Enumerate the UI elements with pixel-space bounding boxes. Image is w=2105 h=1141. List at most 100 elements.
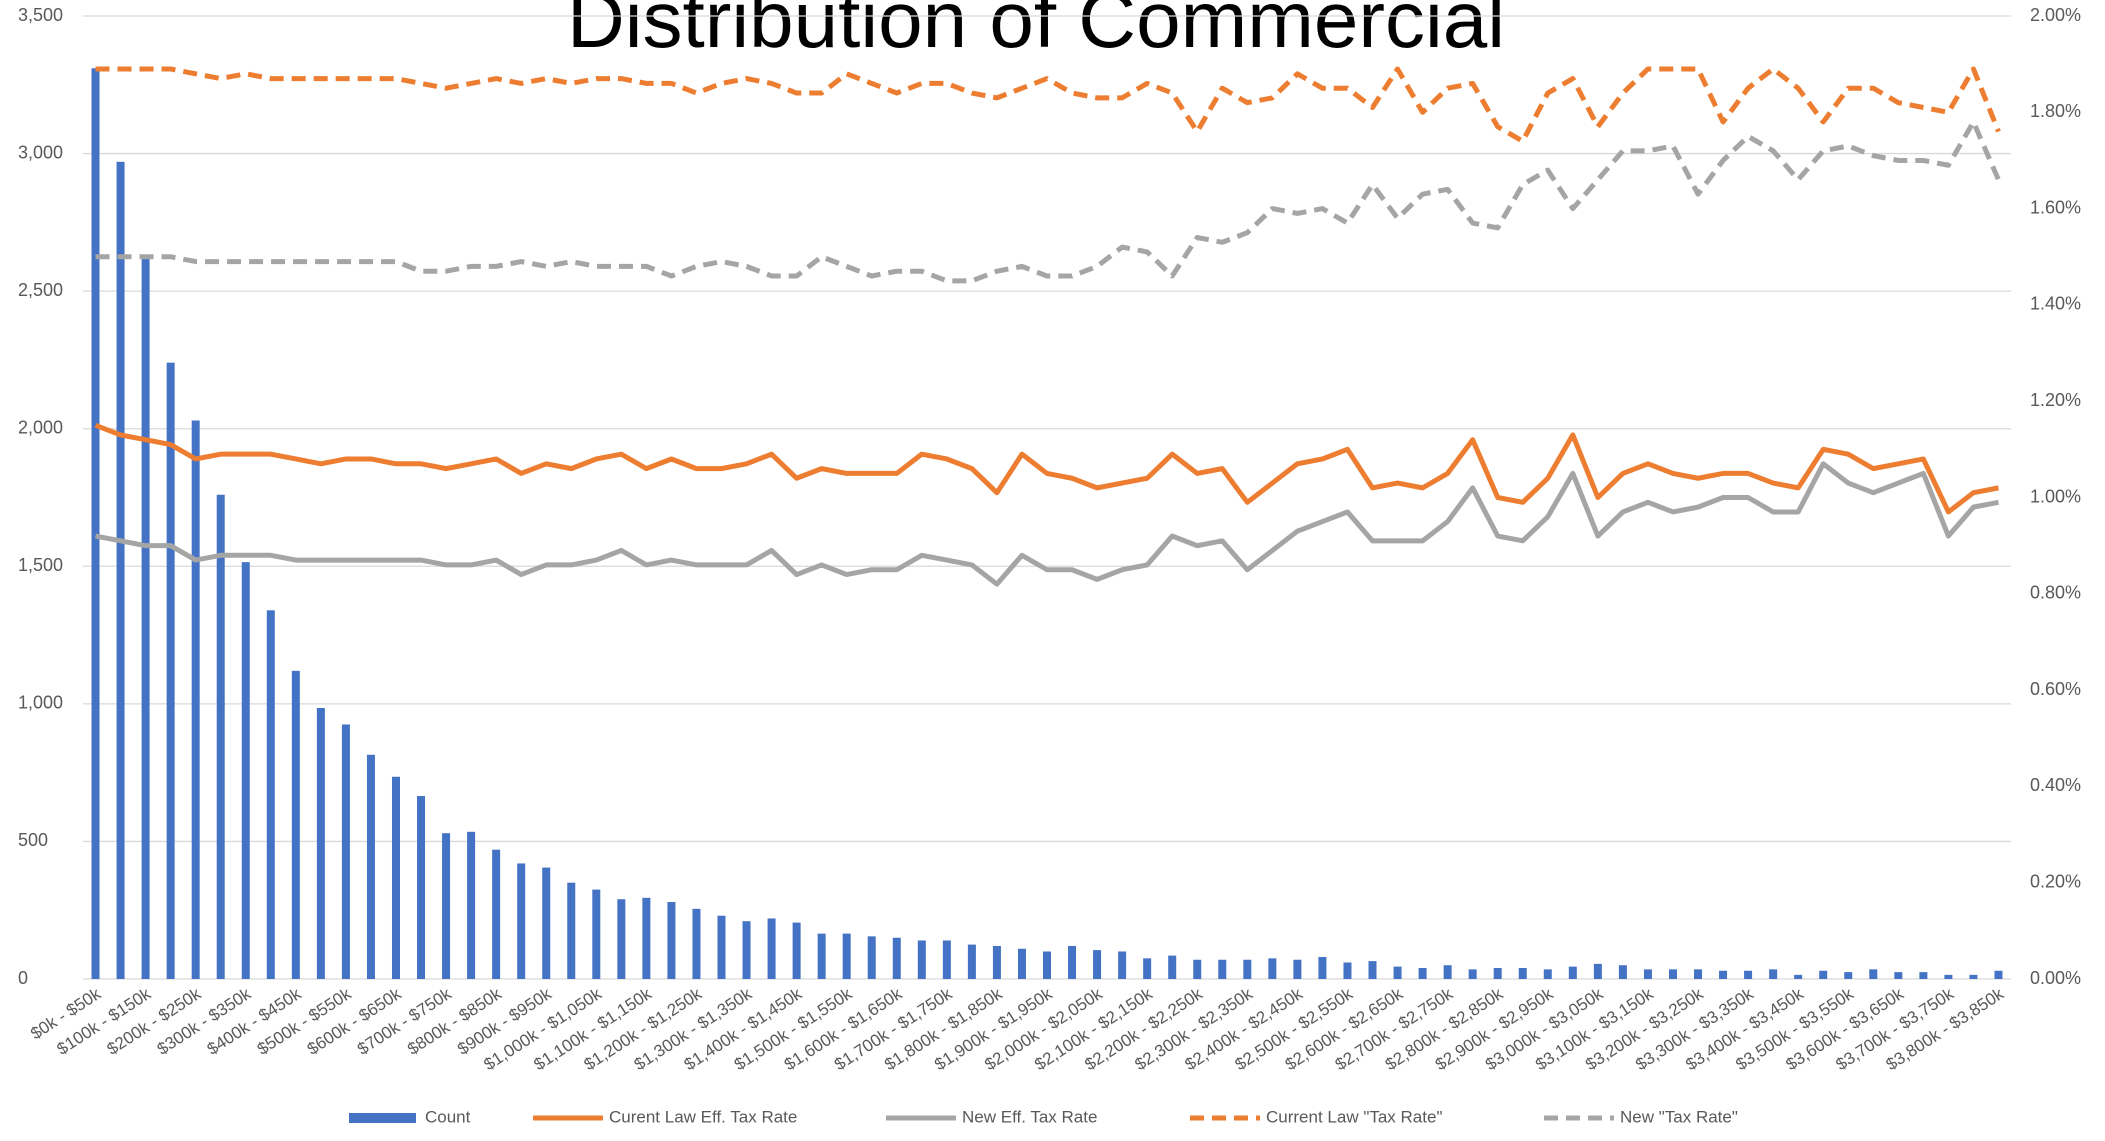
bar bbox=[141, 258, 150, 979]
bar bbox=[1418, 967, 1427, 979]
legend-label: Curent Law Eff. Tax Rate bbox=[609, 1107, 797, 1126]
line bbox=[94, 422, 1999, 515]
bar bbox=[1518, 967, 1527, 979]
bar bbox=[517, 863, 526, 979]
bar bbox=[1643, 969, 1652, 979]
bar bbox=[1017, 948, 1026, 979]
bar bbox=[967, 944, 976, 979]
bar bbox=[867, 936, 876, 979]
bar bbox=[1218, 959, 1227, 979]
bar bbox=[1243, 959, 1252, 979]
y2-tick-label: 0.40% bbox=[2030, 775, 2081, 795]
y2-tick-label: 1.60% bbox=[2030, 197, 2081, 217]
bar bbox=[1093, 950, 1102, 979]
bar bbox=[366, 754, 375, 979]
chart-title: Distribution of Commercial bbox=[567, 0, 1505, 64]
y2-tick-label: 1.00% bbox=[2030, 486, 2081, 506]
bar bbox=[1794, 974, 1803, 979]
bar bbox=[1318, 956, 1327, 979]
line bbox=[95, 461, 1999, 587]
bar bbox=[1919, 972, 1928, 979]
bar bbox=[1769, 969, 1778, 979]
bar bbox=[1568, 966, 1577, 979]
y2-tick-label: 0.00% bbox=[2030, 968, 2081, 988]
bar bbox=[642, 897, 651, 979]
bar bbox=[592, 889, 601, 979]
bar bbox=[717, 915, 726, 979]
bar bbox=[742, 921, 751, 979]
bar bbox=[1618, 965, 1627, 979]
bar bbox=[1668, 969, 1677, 979]
bar bbox=[166, 362, 175, 979]
y2-tick-label: 1.20% bbox=[2030, 390, 2081, 410]
bar bbox=[1268, 958, 1277, 979]
y-tick-label: 3,500 bbox=[18, 5, 63, 25]
y2-tick-label: 2.00% bbox=[2030, 5, 2081, 25]
y2-tick-label: 0.80% bbox=[2030, 583, 2081, 603]
bar bbox=[1143, 958, 1152, 979]
legend-swatch bbox=[349, 1113, 416, 1123]
legend-label: New "Tax Rate" bbox=[1620, 1107, 1738, 1126]
bar bbox=[1869, 969, 1878, 979]
bar bbox=[266, 610, 275, 979]
bar bbox=[1343, 962, 1352, 979]
y-tick-label: 1,000 bbox=[18, 693, 63, 713]
line bbox=[95, 66, 2001, 144]
bar bbox=[1043, 951, 1051, 979]
bar bbox=[692, 908, 701, 979]
bar bbox=[1994, 970, 2003, 979]
bar bbox=[1894, 972, 1903, 979]
bar bbox=[1068, 945, 1077, 979]
bar bbox=[1844, 972, 1853, 979]
bar bbox=[992, 945, 1001, 979]
bar bbox=[1744, 970, 1753, 979]
bar bbox=[442, 833, 451, 979]
bar bbox=[492, 849, 501, 979]
bar bbox=[116, 161, 125, 980]
y-tick-label: 0 bbox=[18, 968, 28, 988]
y2-tick-label: 1.40% bbox=[2030, 294, 2081, 314]
bar bbox=[191, 420, 200, 980]
y-tick-label: 1,500 bbox=[18, 555, 63, 575]
bar bbox=[391, 776, 400, 979]
bar bbox=[291, 670, 300, 979]
bar bbox=[1493, 967, 1502, 979]
legend-label: New Eff. Tax Rate bbox=[962, 1107, 1097, 1126]
bar bbox=[567, 882, 576, 979]
bar bbox=[617, 899, 626, 979]
line bbox=[95, 119, 2001, 284]
bar bbox=[767, 918, 776, 979]
bar bbox=[417, 796, 426, 979]
bar bbox=[467, 831, 476, 979]
bar bbox=[892, 937, 901, 979]
bar bbox=[91, 68, 100, 979]
bar bbox=[817, 933, 826, 979]
bar bbox=[1293, 959, 1302, 979]
bar bbox=[1368, 961, 1377, 979]
bar bbox=[1719, 970, 1728, 979]
legend-label: Current Law "Tax Rate" bbox=[1266, 1107, 1442, 1126]
bar bbox=[1969, 974, 1978, 979]
y-tick-label: 500 bbox=[18, 830, 48, 850]
bar bbox=[1468, 969, 1477, 979]
y-tick-label: 2,000 bbox=[18, 417, 63, 437]
bar bbox=[842, 933, 851, 979]
y2-tick-label: 0.60% bbox=[2030, 679, 2081, 699]
bar bbox=[1193, 959, 1202, 979]
bar bbox=[1543, 969, 1552, 979]
bar bbox=[667, 901, 676, 979]
y-tick-label: 2,500 bbox=[18, 280, 63, 300]
bar bbox=[942, 940, 951, 979]
bar bbox=[1393, 966, 1402, 979]
bar bbox=[1819, 970, 1828, 979]
bar bbox=[542, 867, 551, 979]
bar bbox=[1443, 965, 1452, 979]
bar bbox=[917, 940, 926, 979]
bar bbox=[1593, 963, 1602, 979]
bar bbox=[341, 724, 350, 979]
bar bbox=[792, 922, 801, 979]
bar bbox=[216, 494, 225, 979]
bar bbox=[1694, 969, 1703, 979]
bar bbox=[316, 707, 325, 979]
